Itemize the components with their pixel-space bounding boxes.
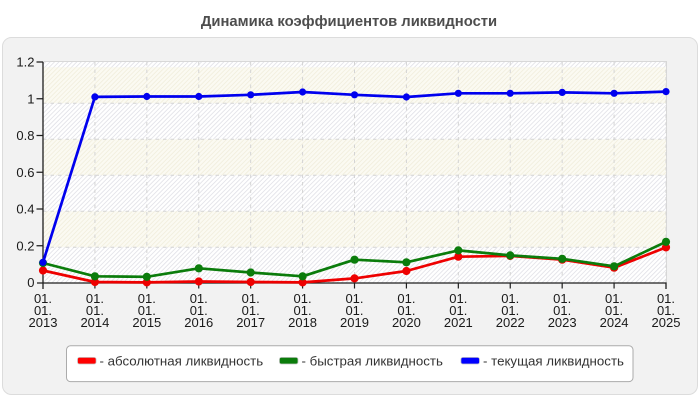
svg-text:01.: 01. [294,291,312,306]
svg-text:1.2: 1.2 [16,55,34,70]
svg-text:01.: 01. [86,303,104,318]
svg-text:01.: 01. [449,291,467,306]
svg-text:0: 0 [27,275,34,290]
svg-text:2024: 2024 [600,315,629,330]
svg-text:01.: 01. [553,303,571,318]
svg-text:01.: 01. [657,303,675,318]
svg-text:- быстрая ликвидность: - быстрая ликвидность [302,354,443,369]
svg-text:- абсолютная ликвидность: - абсолютная ликвидность [100,354,264,369]
svg-text:01.: 01. [138,303,156,318]
svg-text:2025: 2025 [652,315,681,330]
svg-text:01.: 01. [501,303,519,318]
svg-text:01.: 01. [138,291,156,306]
svg-text:01.: 01. [345,291,363,306]
svg-text:2013: 2013 [29,315,58,330]
svg-text:2015: 2015 [132,315,161,330]
svg-text:01.: 01. [501,291,519,306]
svg-text:2019: 2019 [340,315,369,330]
svg-text:01.: 01. [397,303,415,318]
svg-text:0.6: 0.6 [16,165,34,180]
svg-text:- текущая ликвидность: - текущая ликвидность [483,354,624,369]
svg-text:0.8: 0.8 [16,128,34,143]
svg-text:01.: 01. [553,291,571,306]
svg-text:0.4: 0.4 [16,202,34,217]
svg-text:2018: 2018 [288,315,317,330]
svg-text:01.: 01. [657,291,675,306]
svg-text:2022: 2022 [496,315,525,330]
svg-text:01.: 01. [190,303,208,318]
svg-text:2017: 2017 [236,315,265,330]
svg-text:01.: 01. [449,303,467,318]
svg-text:01.: 01. [242,291,260,306]
svg-text:2021: 2021 [444,315,473,330]
svg-text:2020: 2020 [392,315,421,330]
svg-text:01.: 01. [86,291,104,306]
svg-text:1: 1 [27,91,34,106]
svg-text:01.: 01. [397,291,415,306]
svg-text:2016: 2016 [184,315,213,330]
svg-text:01.: 01. [345,303,363,318]
svg-text:01.: 01. [294,303,312,318]
svg-text:2014: 2014 [80,315,109,330]
svg-text:0.2: 0.2 [16,238,34,253]
svg-text:01.: 01. [605,291,623,306]
svg-text:01.: 01. [242,303,260,318]
svg-text:Динамика коэффициентов ликвидн: Динамика коэффициентов ликвидности [201,14,497,30]
svg-text:01.: 01. [34,303,52,318]
svg-text:2023: 2023 [548,315,577,330]
svg-text:01.: 01. [34,291,52,306]
svg-text:01.: 01. [190,291,208,306]
svg-text:01.: 01. [605,303,623,318]
